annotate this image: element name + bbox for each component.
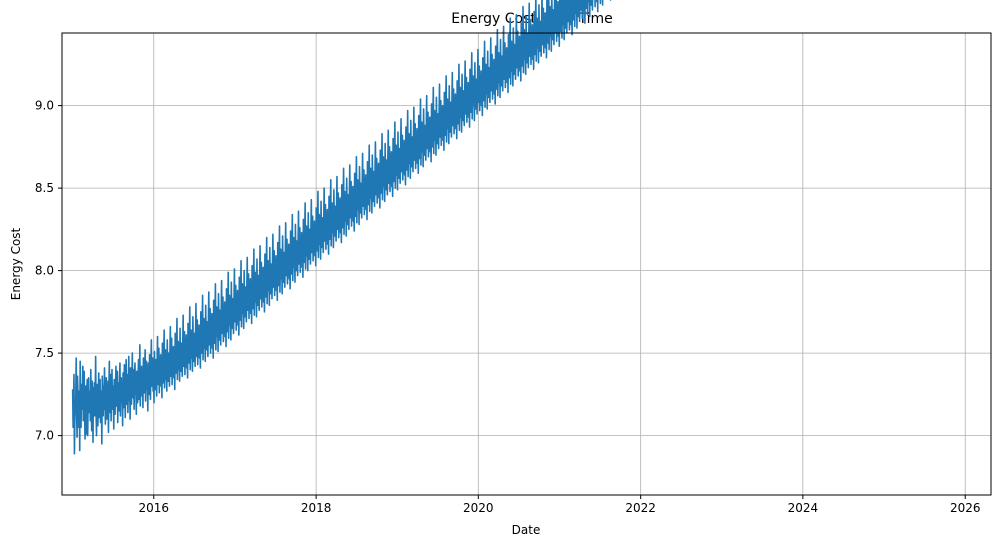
x-axis: 2016 2018 2020 2022 2024 2026 — [138, 495, 981, 515]
series-line-0 — [71, 0, 612, 455]
plot-area — [61, 32, 992, 496]
x-tick-label: 2018 — [301, 501, 332, 515]
x-tick-label: 2026 — [950, 501, 981, 515]
y-tick-label: 8.0 — [35, 264, 54, 278]
y-axis: 7.0 7.5 8.0 8.5 9.0 — [35, 99, 62, 443]
x-tick-label: 2022 — [625, 501, 656, 515]
y-tick-label: 7.5 — [35, 346, 54, 360]
x-tick-label: 2016 — [138, 501, 169, 515]
x-axis-label: Date — [512, 523, 541, 537]
y-tick-label: 9.0 — [35, 99, 54, 113]
y-tick-label: 7.0 — [35, 429, 54, 443]
x-tick-label: 2020 — [463, 501, 494, 515]
y-axis-label: Energy Cost — [9, 227, 23, 300]
series-layer — [71, 0, 612, 455]
y-tick-label: 8.5 — [35, 181, 54, 195]
grid — [62, 33, 991, 495]
x-tick-label: 2024 — [788, 501, 819, 515]
